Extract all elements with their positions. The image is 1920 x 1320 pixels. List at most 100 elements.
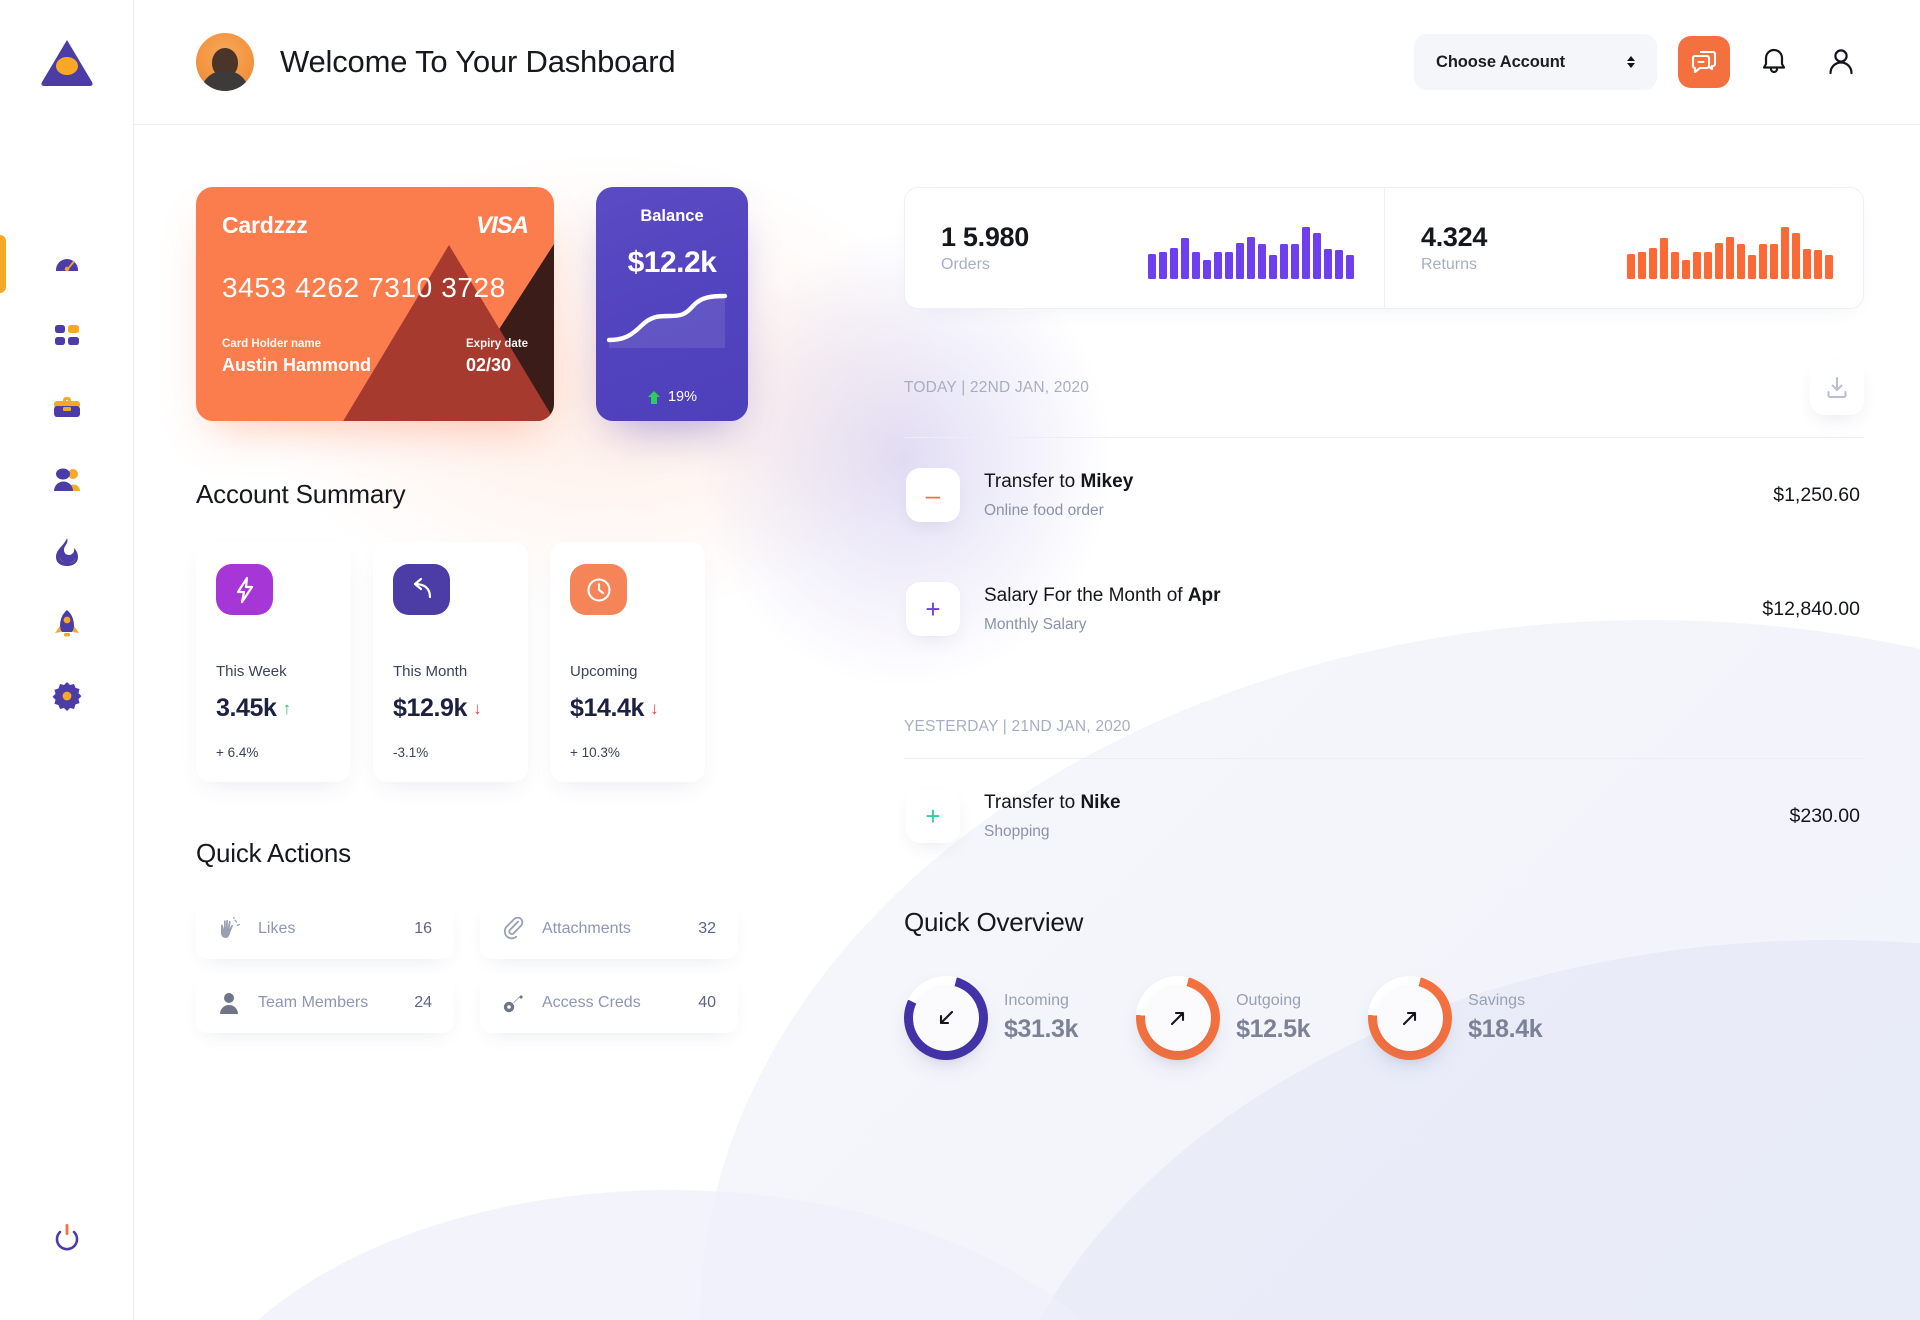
bar <box>1814 250 1822 279</box>
topbar: Welcome To Your Dashboard Choose Account <box>134 0 1920 125</box>
profile-button[interactable] <box>1818 39 1864 85</box>
cards-row: Cardzzz VISA 3453 4262 7310 3728 Card Ho… <box>196 187 856 421</box>
arrow-down-left-icon <box>913 985 979 1051</box>
quick-overview-label: Incoming <box>1004 992 1069 1009</box>
summary-delta: + 10.3% <box>570 745 620 760</box>
sidebar-item-briefcase[interactable] <box>0 388 133 428</box>
right-column: 1 5.980 Orders 4.324 Returns TODA <box>904 187 1864 1060</box>
sidebar-item-trending[interactable] <box>0 532 133 572</box>
progress-ring <box>904 976 988 1060</box>
bar <box>1258 244 1266 279</box>
summary-card-this-week[interactable]: This Week 3.45k ↑ + 6.4% <box>196 542 351 782</box>
quick-action-count: 16 <box>414 920 432 937</box>
bar <box>1770 244 1778 279</box>
transaction-row[interactable]: + Transfer to Nike Shopping $230.00 <box>904 759 1864 873</box>
quick-overview-text: Outgoing $12.5k <box>1236 992 1310 1044</box>
paperclip-icon <box>500 917 526 941</box>
summary-label: Upcoming <box>570 663 638 680</box>
bar <box>1803 249 1811 279</box>
quick-action-likes[interactable]: Likes 16 <box>196 899 454 959</box>
download-button[interactable] <box>1810 361 1864 415</box>
bar <box>1792 233 1800 279</box>
bar <box>1627 254 1635 279</box>
power-icon <box>55 1224 78 1251</box>
card-expiry-value: 02/30 <box>466 355 512 375</box>
bar <box>1638 251 1646 279</box>
bar <box>1291 244 1299 279</box>
card-brand: Cardzzz <box>222 212 308 238</box>
sidebar-item-launch[interactable] <box>0 604 133 644</box>
summary-card-this-month[interactable]: This Month $12.9k ↓ -3.1% <box>373 542 528 782</box>
quick-overview-item[interactable]: Outgoing $12.5k <box>1136 976 1311 1060</box>
quick-action-access-creds[interactable]: Access Creds 40 <box>480 973 738 1033</box>
arrow-up-right-icon <box>1145 985 1212 1051</box>
quick-overview-item[interactable]: Savings $18.4k <box>1368 976 1543 1060</box>
gear-icon <box>52 682 81 711</box>
bar <box>1203 260 1211 279</box>
sidebar-item-logout[interactable] <box>52 1223 82 1260</box>
summary-value-wrap: $14.4k ↓ <box>570 694 685 723</box>
quick-action-team-members[interactable]: Team Members 24 <box>196 973 454 1033</box>
page-title: Welcome To Your Dashboard <box>280 44 676 79</box>
transaction-title: Salary For the Month of Apr <box>984 584 1221 606</box>
messages-button[interactable] <box>1678 36 1730 88</box>
notifications-button[interactable] <box>1751 39 1797 85</box>
transaction-title: Transfer to Mikey <box>984 470 1134 492</box>
flame-icon <box>55 538 78 566</box>
quick-overview-item[interactable]: Incoming $31.3k <box>904 976 1078 1060</box>
progress-ring <box>1368 976 1453 1060</box>
summary-label: This Month <box>393 663 468 680</box>
app-logo[interactable] <box>38 34 96 92</box>
sidebar-item-contacts[interactable] <box>0 460 133 500</box>
bar <box>1280 244 1288 279</box>
quick-action-attachments[interactable]: Attachments 32 <box>480 899 738 959</box>
credit-card[interactable]: Cardzzz VISA 3453 4262 7310 3728 Card Ho… <box>196 187 554 421</box>
stat-orders: 1 5.980 Orders <box>905 188 1384 308</box>
sidebar-item-dashboard[interactable] <box>0 244 133 284</box>
returns-value: 4.324 <box>1421 222 1488 252</box>
quick-action-count: 32 <box>698 920 716 937</box>
key-icon <box>500 991 526 1015</box>
plus-icon: + <box>906 582 960 636</box>
bar <box>1236 243 1244 279</box>
balance-card[interactable]: Balance $12.2k 19% <box>596 187 748 421</box>
returns-sparkline-chart <box>1627 217 1833 279</box>
sidebar-item-settings[interactable] <box>0 676 133 716</box>
account-summary-cards: This Week 3.45k ↑ + 6.4% <box>196 542 856 782</box>
transaction-amount: $230.00 <box>1789 804 1861 827</box>
bar <box>1660 238 1668 279</box>
clap-hands-icon <box>216 917 242 941</box>
grid-apps-icon <box>54 325 79 345</box>
returns-label: Returns <box>1421 256 1478 273</box>
users-icon <box>53 468 80 491</box>
bar <box>1693 251 1701 279</box>
sidebar-item-apps[interactable] <box>0 316 133 356</box>
rocket-icon <box>54 610 79 637</box>
avatar[interactable] <box>196 33 254 91</box>
card-holder-label: Card Holder name <box>222 338 322 350</box>
bar <box>1148 254 1156 279</box>
transaction-row[interactable]: + Salary For the Month of Apr Monthly Sala… <box>904 552 1864 666</box>
chevron-updown-icon <box>1627 56 1635 68</box>
plus-icon: + <box>906 789 960 843</box>
arrow-down-icon: ↓ <box>650 699 659 718</box>
quick-action-label: Attachments <box>542 920 631 937</box>
bar <box>1704 251 1712 279</box>
bolt-icon <box>216 564 273 615</box>
balance-sparkline <box>606 292 737 350</box>
messages-icon <box>1691 50 1717 74</box>
bar <box>1159 251 1167 279</box>
arrow-up-icon: ↑ <box>282 699 292 718</box>
gauge-icon <box>55 259 78 272</box>
clock-icon <box>570 564 627 615</box>
user-icon <box>1829 49 1853 75</box>
divider <box>904 437 1864 438</box>
account-select[interactable]: Choose Account <box>1414 34 1657 90</box>
bar <box>1192 251 1200 279</box>
summary-card-upcoming[interactable]: Upcoming $14.4k ↓ + 10.3% <box>550 542 705 782</box>
stat-returns: 4.324 Returns <box>1384 188 1863 308</box>
transaction-title: Transfer to Nike <box>984 791 1121 813</box>
orders-sparkline-chart <box>1148 217 1354 279</box>
transaction-row[interactable]: – Transfer to Mikey Online food order $1,25… <box>904 438 1864 552</box>
orders-label: Orders <box>941 256 990 273</box>
